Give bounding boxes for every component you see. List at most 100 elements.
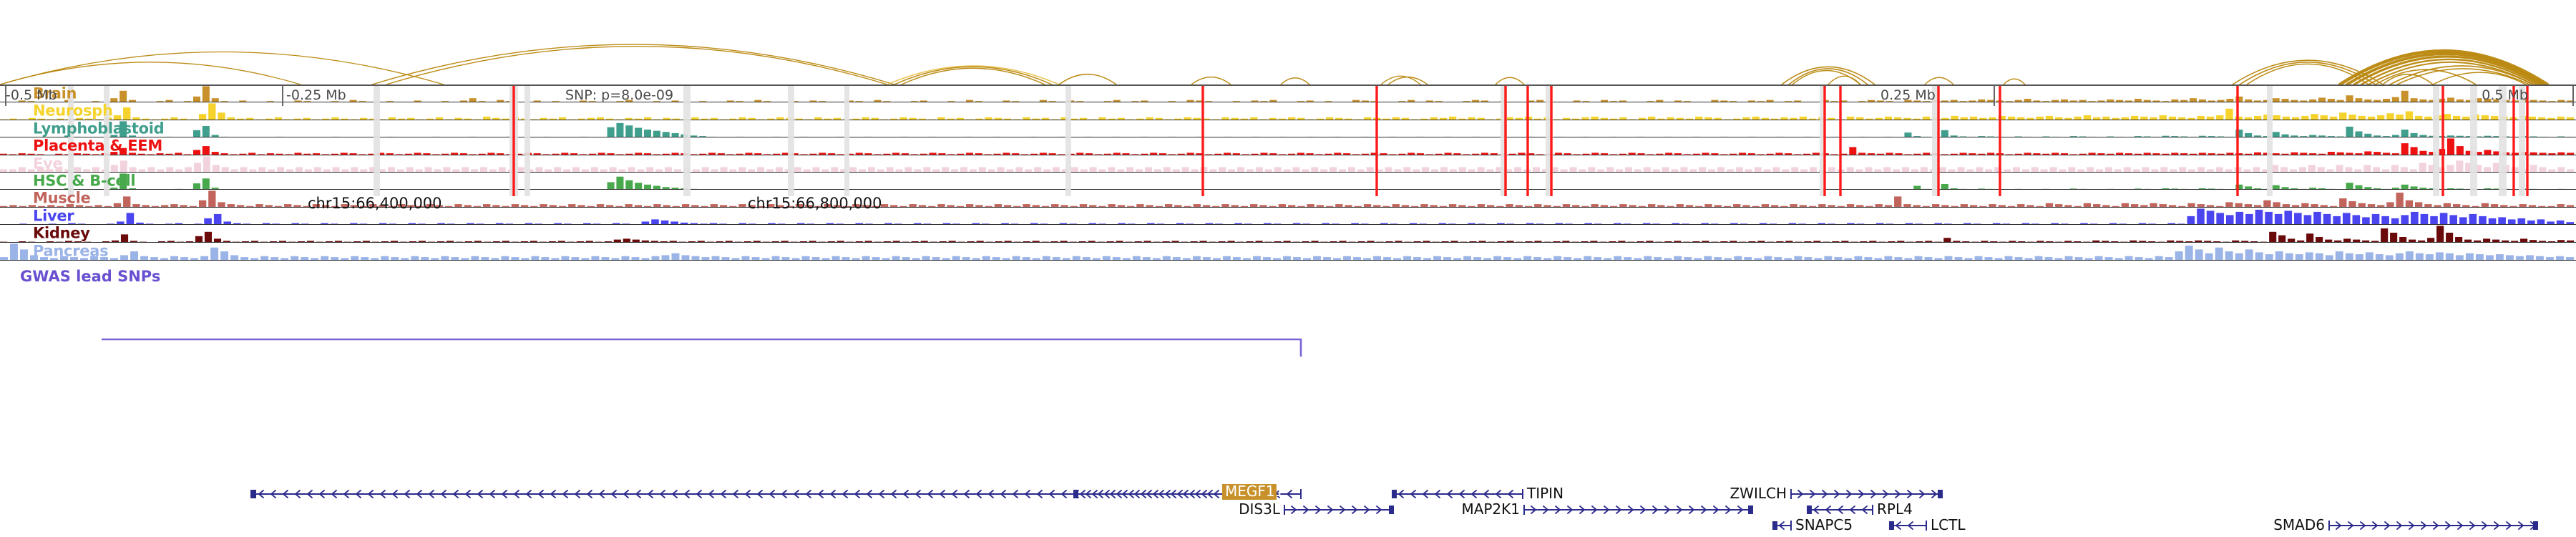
strand-chevron	[1652, 505, 1658, 514]
strand-chevron	[1104, 490, 1110, 498]
track-signal-plot	[0, 173, 2576, 190]
interaction-arc	[1058, 73, 1117, 84]
gwas-connector-line	[102, 338, 1302, 357]
interaction-arc	[1387, 77, 1428, 84]
gene-label[interactable]: RPL4	[1877, 500, 1913, 518]
interaction-arc	[1280, 77, 1310, 84]
gene-terminal-exon	[1938, 490, 1943, 498]
interaction-arc	[1792, 69, 1861, 84]
gene-model[interactable]	[1772, 521, 1792, 531]
gwas-lead-snps-label: GWAS lead SNPs	[20, 268, 161, 285]
interaction-arc	[0, 62, 301, 84]
arc-svg	[0, 44, 2550, 84]
gene-terminal-exon	[1389, 505, 1394, 514]
gene-label[interactable]: SNAPC5	[1795, 516, 1853, 533]
strand-chevron	[1895, 490, 1901, 498]
strand-chevron	[1907, 490, 1913, 498]
strand-chevron	[1725, 505, 1731, 514]
gwas-and-gene-panel: MEGF11 TIPIN ZWILCH DIS3L MAP2K1 RPL4 SNAPC5 LC…	[0, 196, 2576, 537]
strand-chevron	[2360, 521, 2366, 530]
interaction-arc	[2432, 72, 2527, 84]
gene-label[interactable]: DIS3L	[1239, 500, 1281, 518]
gene-model[interactable]	[1284, 505, 1394, 515]
strand-chevron	[1531, 505, 1536, 514]
gene-label[interactable]: SMAD6	[2273, 516, 2325, 533]
interaction-arc	[2003, 78, 2026, 84]
strand-chevron	[2482, 521, 2487, 530]
strand-chevron	[1352, 505, 1357, 514]
strand-chevron	[1846, 490, 1852, 498]
strand-chevron	[1825, 505, 1831, 514]
strand-chevron	[1813, 505, 1819, 514]
gene-terminal-exon	[1807, 505, 1812, 514]
gene-label[interactable]: MEGF11	[1225, 483, 1284, 500]
gene-terminal-exon	[1772, 521, 1777, 530]
strand-chevron	[1604, 505, 1609, 514]
gene-model[interactable]	[1807, 505, 1873, 515]
gene-terminal-exon	[1392, 490, 1397, 498]
snp-pvalue-annotation: SNP: p=8.0e-09	[565, 87, 674, 103]
strand-chevron	[1555, 505, 1561, 514]
strand-chevron	[1591, 505, 1597, 514]
strand-chevron	[1398, 490, 1404, 498]
track-signal-plot	[0, 190, 2576, 208]
signal-bars	[18, 173, 2575, 190]
strand-chevron	[1919, 490, 1925, 498]
gene-model[interactable]	[2328, 521, 2538, 531]
ruler-label: 0.25 Mb	[1880, 87, 1936, 103]
strand-chevron	[1567, 505, 1573, 514]
strand-chevron	[1435, 490, 1440, 498]
track-signal-plot	[0, 208, 2576, 225]
gene-model[interactable]	[1790, 489, 1943, 499]
strand-chevron	[1689, 505, 1694, 514]
interaction-arc	[2389, 65, 2534, 84]
interaction-arc	[1495, 77, 1525, 84]
strand-chevron	[1850, 505, 1855, 514]
strand-chevron	[1340, 505, 1345, 514]
strand-chevron	[1908, 521, 1913, 530]
interaction-arc	[1828, 75, 1861, 84]
strand-chevron	[1092, 490, 1098, 498]
interaction-arc	[2382, 73, 2434, 84]
track-row: Neurosph	[0, 102, 2576, 121]
gene-label[interactable]: ZWILCH	[1729, 485, 1787, 502]
gene-model[interactable]	[1889, 521, 1927, 531]
gene-model[interactable]	[1392, 489, 1523, 499]
gene-model[interactable]	[1523, 505, 1753, 515]
interaction-arc	[1781, 66, 1875, 84]
signal-bars	[0, 243, 2574, 260]
strand-chevron	[1834, 490, 1840, 498]
interaction-arc	[2338, 49, 2550, 84]
gene-track-svg: MEGF11 TIPIN ZWILCH DIS3L MAP2K1 RPL4 SNAPC5 LC…	[102, 338, 2538, 533]
gene-terminal-exon	[1748, 505, 1753, 514]
signal-bars	[0, 156, 2575, 173]
track-row: Eye	[0, 154, 2576, 173]
strand-chevron	[1116, 490, 1122, 498]
interaction-arc	[2360, 58, 2538, 84]
strand-chevron	[1496, 490, 1501, 498]
ruler-label: -0.5 Mb	[6, 87, 57, 103]
strand-chevron	[2433, 521, 2439, 530]
strand-chevron	[2494, 521, 2499, 530]
track-row: Brain	[0, 84, 2576, 103]
strand-chevron	[1508, 490, 1513, 498]
strand-chevron	[2457, 521, 2463, 530]
interaction-arc	[1380, 75, 1421, 84]
gene-label[interactable]: LCTL	[1931, 516, 1966, 533]
gene-label[interactable]: MAP2K1	[1461, 500, 1520, 518]
strand-chevron	[2336, 521, 2341, 530]
gene-label[interactable]: TIPIN	[1526, 485, 1563, 502]
strand-chevron	[2372, 521, 2378, 530]
ruler-label: -0.25 Mb	[286, 87, 346, 103]
strand-chevron	[1616, 505, 1621, 514]
track-signal-plot	[0, 155, 2576, 173]
strand-chevron	[2421, 521, 2426, 530]
strand-chevron	[1315, 505, 1321, 514]
interaction-arc	[2396, 68, 2530, 84]
strand-chevron	[1822, 490, 1828, 498]
ruler-label: 0.5 Mb	[2482, 87, 2528, 103]
strand-chevron	[2384, 521, 2390, 530]
strand-chevron	[1543, 505, 1548, 514]
tracks-container: Brain Neurosph Lymphoblastoid Placenta & EE…	[0, 84, 2576, 261]
